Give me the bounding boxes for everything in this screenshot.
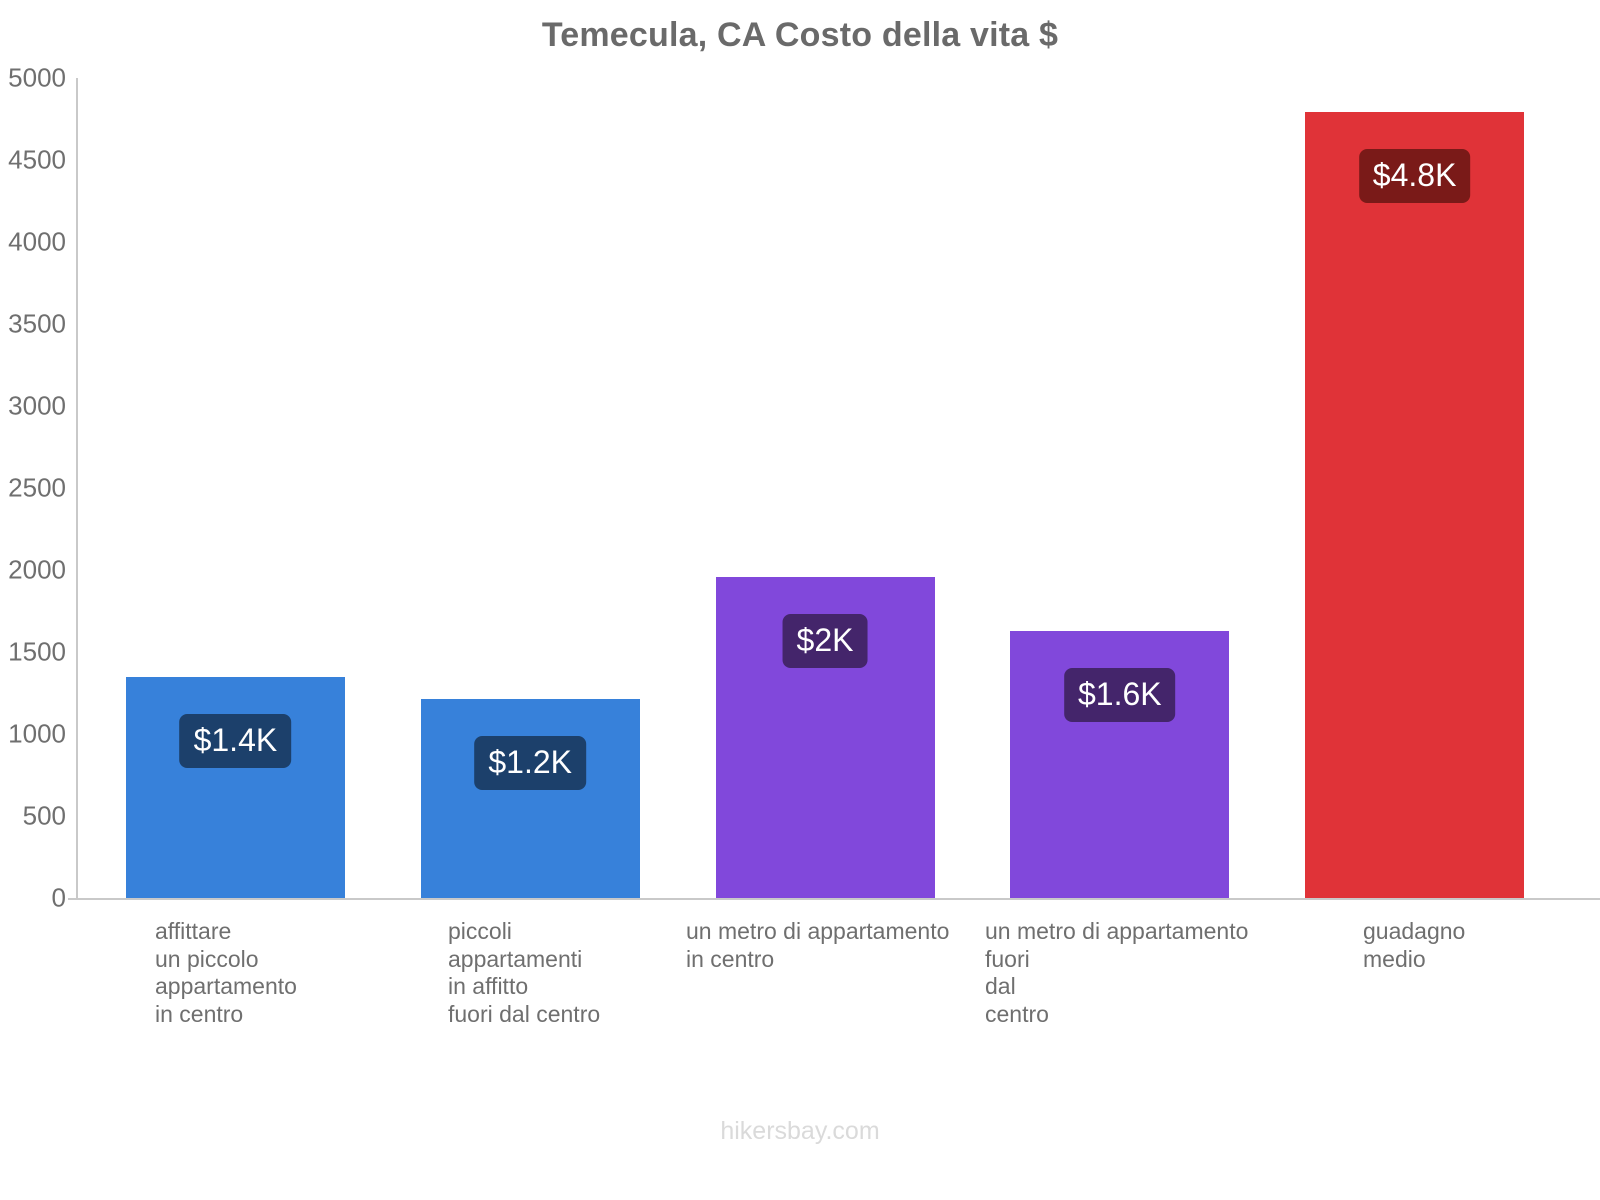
x-axis-label-3: un metro di appartamento in centro	[686, 918, 950, 972]
bar-value-label-1: $1.4K	[179, 713, 292, 768]
bar-rect-1	[125, 676, 345, 898]
bar-rect-2	[420, 698, 640, 898]
y-axis-tick-2000: 2000	[8, 554, 66, 585]
x-axis-line	[68, 898, 1600, 900]
footer-credit: hikersbay.com	[720, 1117, 880, 1145]
y-axis-tick-3000: 3000	[8, 390, 66, 421]
y-axis-line	[76, 78, 78, 899]
y-axis-tick-0: 0	[51, 882, 66, 913]
bar-3[interactable]: $2K	[715, 576, 935, 898]
x-axis-label-2: piccoli appartamenti in affitto fuori da…	[448, 918, 601, 1027]
bar-value-label-2: $1.2K	[474, 735, 586, 790]
plot-area: $1.4K $1.2K $2K $1.6K $4.8K	[76, 78, 1552, 899]
bar-1[interactable]: $1.4K	[125, 676, 345, 898]
x-axis-label-4: un metro di appartamento fuori dal centr…	[985, 918, 1249, 1027]
bar-5[interactable]: $4.8K	[1305, 112, 1525, 898]
y-axis-tick-3500: 3500	[8, 308, 66, 339]
bar-4[interactable]: $1.6K	[1010, 630, 1230, 898]
y-axis-tick-1000: 1000	[8, 718, 66, 749]
y-axis-tick-2500: 2500	[8, 472, 66, 503]
bar-2[interactable]: $1.2K	[420, 698, 640, 898]
y-axis-tick-5000: 5000	[8, 62, 66, 93]
bar-value-label-5: $4.8K	[1358, 149, 1471, 204]
y-axis-tick-4500: 4500	[8, 144, 66, 175]
bar-value-label-4: $1.6K	[1063, 667, 1176, 722]
bar-rect-5	[1305, 112, 1525, 898]
y-axis-tick-4000: 4000	[8, 226, 66, 257]
chart-title: Temecula, CA Costo della vita $	[541, 16, 1059, 54]
x-axis-label-5: guadagno medio	[1363, 918, 1466, 972]
y-axis-tick-500: 500	[22, 800, 66, 831]
y-axis-tick-labels: 0 500 1000 1500 2000 2500 3000 3500 4000 4500 5000	[0, 0, 66, 1200]
y-axis-tick-1500: 1500	[8, 636, 66, 667]
x-axis-label-1: affittare un piccolo appartamento in cen…	[155, 918, 297, 1027]
bar-value-label-3: $2K	[782, 613, 868, 668]
